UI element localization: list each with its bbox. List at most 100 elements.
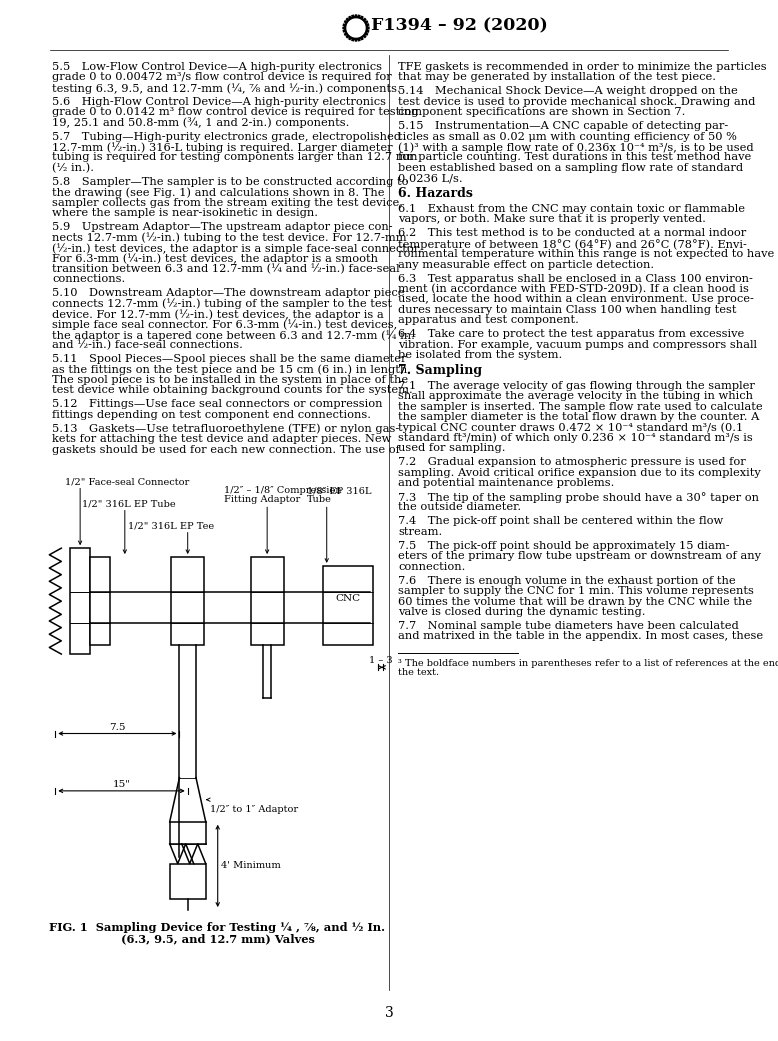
Text: the drawing (see Fig. 1) and calculations shown in 8. The: the drawing (see Fig. 1) and calculation… [52,187,384,198]
Text: 19, 25.1 and 50.8-mm (¾, 1 and 2-in.) components.: 19, 25.1 and 50.8-mm (¾, 1 and 2-in.) co… [52,118,349,128]
Text: as the fittings on the test piece and be 15 cm (6 in.) in length.: as the fittings on the test piece and be… [52,364,411,375]
Text: used, locate the hood within a clean environment. Use proce-: used, locate the hood within a clean env… [398,295,754,304]
Text: temperature of between 18°C (64°F) and 26°C (78°F). Envi-: temperature of between 18°C (64°F) and 2… [398,238,747,250]
Text: 6.1  Exhaust from the CNC may contain toxic or flammable: 6.1 Exhaust from the CNC may contain tox… [398,204,745,214]
Text: sampler collects gas from the stream exiting the test device,: sampler collects gas from the stream exi… [52,198,403,208]
Text: connection.: connection. [398,562,465,572]
Text: 5.9  Upstream Adaptor—The upstream adaptor piece con-: 5.9 Upstream Adaptor—The upstream adapto… [52,222,393,232]
Text: any measurable effect on particle detection.: any measurable effect on particle detect… [398,259,654,270]
Text: simple face seal connector. For 6.3-mm (¼-in.) test devices,: simple face seal connector. For 6.3-mm (… [52,320,398,330]
Bar [170,864,205,899]
Text: 5.11  Spool Pieces—Spool pieces shall be the same diameter: 5.11 Spool Pieces—Spool pieces shall be … [52,354,406,364]
Bar [251,557,284,645]
Text: the outside diameter.: the outside diameter. [398,503,521,512]
Text: The spool piece is to be installed in the system in place of the: The spool piece is to be installed in th… [52,375,408,385]
Text: where the sample is near-isokinetic in design.: where the sample is near-isokinetic in d… [52,208,318,219]
Text: F1394 – 92 (2020): F1394 – 92 (2020) [371,17,548,34]
Bar [324,566,373,645]
Text: kets for attaching the test device and adapter pieces. New: kets for attaching the test device and a… [52,434,391,445]
Text: (¹⁄₂ in.).: (¹⁄₂ in.). [52,162,94,173]
Text: standard ft³/min) of which only 0.236 × 10⁻⁴ standard m³/s is: standard ft³/min) of which only 0.236 × … [398,433,753,443]
Text: CNC: CNC [335,594,361,604]
Text: 7.5: 7.5 [109,722,125,732]
Text: 1/2" Face-seal Connector: 1/2" Face-seal Connector [65,478,190,486]
Text: used for sampling.: used for sampling. [398,443,506,453]
Text: 60 times the volume that will be drawn by the CNC while the: 60 times the volume that will be drawn b… [398,596,752,607]
Text: the text.: the text. [398,668,439,678]
Text: 5.14  Mechanical Shock Device—A weight dropped on the: 5.14 Mechanical Shock Device—A weight dr… [398,86,738,97]
Text: grade 0 to 0.0142 m³ flow control device is required for testing: grade 0 to 0.0142 m³ flow control device… [52,107,419,118]
Text: typical CNC counter draws 0.472 × 10⁻⁴ standard m³/s (0.1: typical CNC counter draws 0.472 × 10⁻⁴ s… [398,423,743,433]
Text: 0.0236 L/s.: 0.0236 L/s. [398,173,463,183]
Text: gaskets should be used for each new connection. The use of: gaskets should be used for each new conn… [52,445,400,455]
Text: Tube: Tube [307,496,331,505]
Text: 7.4  The pick-off point shall be centered within the flow: 7.4 The pick-off point shall be centered… [398,516,724,527]
Text: and potential maintenance problems.: and potential maintenance problems. [398,478,615,488]
Text: 5.12  Fittings—Use face seal connectors or compression: 5.12 Fittings—Use face seal connectors o… [52,400,383,409]
Text: connections.: connections. [52,274,125,284]
Text: and ½-in.) face-seal connections.: and ½-in.) face-seal connections. [52,340,243,351]
Text: ment (in accordance with FED-STD-209D). If a clean hood is: ment (in accordance with FED-STD-209D). … [398,284,749,295]
Text: 5.6  High-Flow Control Device—A high-purity electronics: 5.6 High-Flow Control Device—A high-puri… [52,97,386,107]
Polygon shape [343,15,369,41]
Text: the sampler is inserted. The sample flow rate used to calculate: the sampler is inserted. The sample flow… [398,402,762,411]
Text: device. For 12.7-mm (½-in.) test devices, the adaptor is a: device. For 12.7-mm (½-in.) test devices… [52,309,384,320]
Text: valve is closed during the dynamic testing.: valve is closed during the dynamic testi… [398,607,646,617]
Text: vibration. For example, vacuum pumps and compressors shall: vibration. For example, vacuum pumps and… [398,339,757,350]
Text: component specifications are shown in Section 7.: component specifications are shown in Se… [398,107,685,118]
Text: vapors, or both. Make sure that it is properly vented.: vapors, or both. Make sure that it is pr… [398,214,706,225]
Text: testing 6.3, 9.5, and 12.7-mm (¼, ⅞ and ½-in.) components.: testing 6.3, 9.5, and 12.7-mm (¼, ⅞ and … [52,83,401,94]
Text: Fitting Adaptor: Fitting Adaptor [224,496,300,505]
Text: transition between 6.3 and 12.7-mm (¼ and ½-in.) face-seal: transition between 6.3 and 12.7-mm (¼ an… [52,263,400,274]
Text: 5.7  Tubing—High-purity electronics grade, electropolished: 5.7 Tubing—High-purity electronics grade… [52,131,401,142]
Text: 5.10  Downstream Adaptor—The downstream adaptor piece: 5.10 Downstream Adaptor—The downstream a… [52,288,405,298]
Text: connects 12.7-mm (½-in.) tubing of the sampler to the test: connects 12.7-mm (½-in.) tubing of the s… [52,299,392,309]
Text: 3: 3 [384,1006,394,1020]
Text: ticles as small as 0.02 μm with counting efficiency of 50 %: ticles as small as 0.02 μm with counting… [398,131,737,142]
Text: 5.5  Low-Flow Control Device—A high-purity electronics: 5.5 Low-Flow Control Device—A high-purit… [52,62,382,72]
Text: 4' Minimum: 4' Minimum [221,861,280,870]
Text: test device is used to provide mechanical shock. Drawing and: test device is used to provide mechanica… [398,97,755,107]
Text: TFE gaskets is recommended in order to minimize the particles: TFE gaskets is recommended in order to m… [398,62,766,72]
Polygon shape [347,19,365,37]
Text: 1/2″ – 1/8″ Compression: 1/2″ – 1/8″ Compression [224,486,342,496]
Text: been established based on a sampling flow rate of standard: been established based on a sampling flo… [398,162,743,173]
Text: test device while obtaining background counts for the system.: test device while obtaining background c… [52,385,413,396]
Text: 6.2  This test method is to be conducted at a normal indoor: 6.2 This test method is to be conducted … [398,228,746,238]
Text: that may be generated by installation of the test piece.: that may be generated by installation of… [398,73,716,82]
Text: For 6.3-mm (¼-in.) test devices, the adaptor is a smooth: For 6.3-mm (¼-in.) test devices, the ada… [52,253,378,264]
Text: 5.15  Instrumentation—A CNC capable of detecting par-: 5.15 Instrumentation—A CNC capable of de… [398,122,728,131]
Text: and matrixed in the table in the appendix. In most cases, these: and matrixed in the table in the appendi… [398,632,763,641]
Text: 15": 15" [113,780,131,789]
Text: 12.7-mm (½-in.) 316-L tubing is required. Larger diameter: 12.7-mm (½-in.) 316-L tubing is required… [52,142,393,153]
Text: 1/2" 316L EP Tube: 1/2" 316L EP Tube [82,500,175,509]
Text: ³ The boldface numbers in parentheses refer to a list of references at the end o: ³ The boldface numbers in parentheses re… [398,659,778,668]
Text: be isolated from the system.: be isolated from the system. [398,350,562,360]
Text: (1)³ with a sample flow rate of 0.236x 10⁻⁴ m³/s, is to be used: (1)³ with a sample flow rate of 0.236x 1… [398,142,754,153]
Text: ronmental temperature within this range is not expected to have: ronmental temperature within this range … [398,249,774,259]
Text: dures necessary to maintain Class 100 when handling test: dures necessary to maintain Class 100 wh… [398,305,737,314]
Text: (6.3, 9.5, and 12.7 mm) Valves: (6.3, 9.5, and 12.7 mm) Valves [121,933,314,944]
Text: 6. Hazards: 6. Hazards [398,187,473,200]
Text: 7. Sampling: 7. Sampling [398,364,482,377]
Text: 7.7  Nominal sample tube diameters have been calculated: 7.7 Nominal sample tube diameters have b… [398,621,739,631]
Text: stream.: stream. [398,527,442,537]
Text: the adaptor is a tapered cone between 6.3 and 12.7-mm (¼ in.: the adaptor is a tapered cone between 6.… [52,330,415,340]
Text: FIG. 1  Sampling Device for Testing ¼ , ⅞, and ½ In.: FIG. 1 Sampling Device for Testing ¼ , ⅞… [50,922,386,933]
Text: 5.13  Gaskets—Use tetrafluoroethylene (TFE) or nylon gas-: 5.13 Gaskets—Use tetrafluoroethylene (TF… [52,424,399,434]
Text: grade 0 to 0.00472 m³/s flow control device is required for: grade 0 to 0.00472 m³/s flow control dev… [52,73,392,82]
Text: 6.3  Test apparatus shall be enclosed in a Class 100 environ-: 6.3 Test apparatus shall be enclosed in … [398,274,753,283]
Text: 1/8″ EP 316L: 1/8″ EP 316L [307,486,371,496]
Bar [70,549,90,654]
Text: nects 12.7-mm (½-in.) tubing to the test device. For 12.7-mm: nects 12.7-mm (½-in.) tubing to the test… [52,232,407,244]
Text: eters of the primary flow tube upstream or downstream of any: eters of the primary flow tube upstream … [398,552,761,561]
Text: (½-in.) test devices, the adaptor is a simple face-seal connector.: (½-in.) test devices, the adaptor is a s… [52,243,422,254]
Text: shall approximate the average velocity in the tubing in which: shall approximate the average velocity i… [398,391,753,401]
Text: 7.1  The average velocity of gas flowing through the sampler: 7.1 The average velocity of gas flowing … [398,381,755,390]
Text: the sampler diameter is the total flow drawn by the counter. A: the sampler diameter is the total flow d… [398,412,759,422]
Text: sampler to supply the CNC for 1 min. This volume represents: sampler to supply the CNC for 1 min. Thi… [398,586,754,596]
Text: sampling. Avoid critical orifice expansion due to its complexity: sampling. Avoid critical orifice expansi… [398,467,761,478]
Text: tubing is required for testing components larger than 12.7 mm: tubing is required for testing component… [52,152,418,162]
Text: 7.3  The tip of the sampling probe should have a 30° taper on: 7.3 The tip of the sampling probe should… [398,492,759,503]
Text: apparatus and test component.: apparatus and test component. [398,315,579,325]
